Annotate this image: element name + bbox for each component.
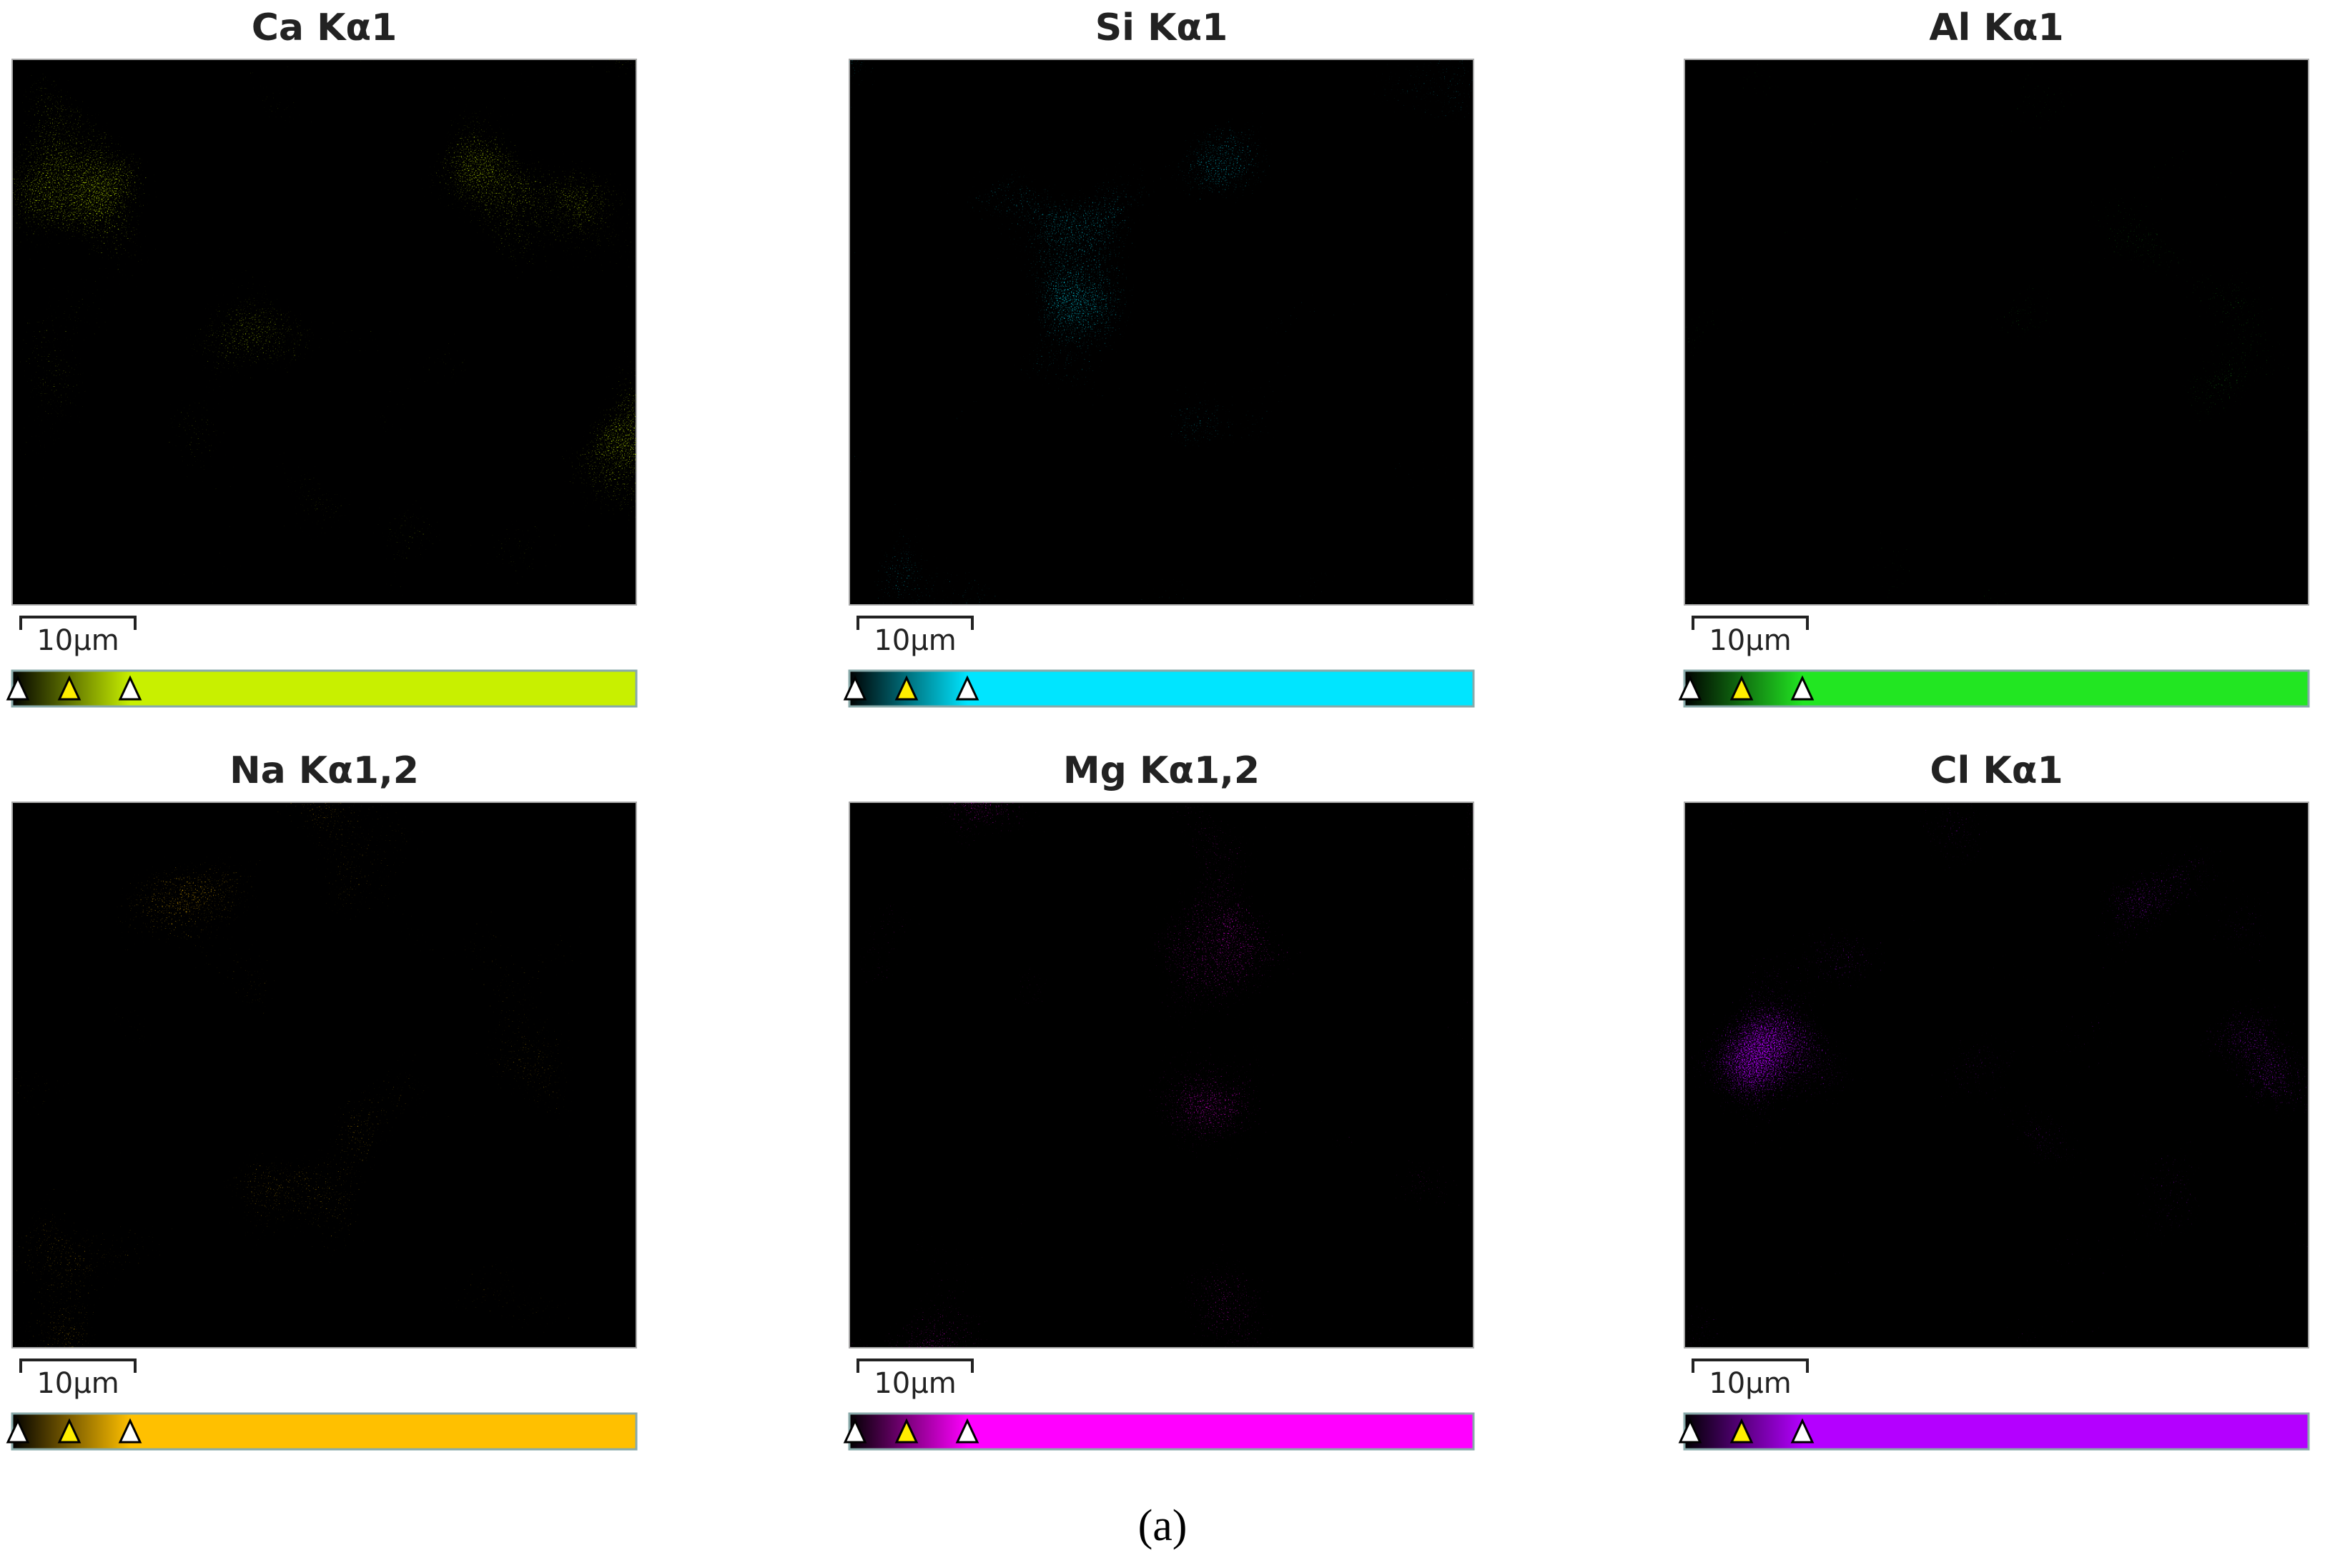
color-bar-marker [1678,675,1702,701]
scale-label: 10μm [874,624,956,657]
element-map-panel: Na Kα1,2 10μm [6,749,638,1451]
scale-bar [857,616,974,630]
color-bar-marker [843,675,867,701]
map-signal [12,802,636,1348]
map-signal [1684,59,2309,605]
element-map-panel: Cl Kα1 10μm [1678,749,2310,1451]
color-bar [11,669,638,708]
color-bar-marker [894,1418,919,1444]
color-bar-marker [118,675,142,701]
color-bar-marker [894,675,919,701]
color-bar-marker [1790,1418,1815,1444]
panel-title: Mg Kα1,2 [1063,749,1260,792]
scale-label: 10μm [874,1367,956,1400]
color-bar [1683,669,2310,708]
color-bar-marker [118,1418,142,1444]
map-signal [849,59,1474,605]
scale-label: 10μm [36,1367,119,1400]
color-bar-marker [1729,1418,1754,1444]
color-bar-marker [843,1418,867,1444]
color-bar-marker [57,675,82,701]
element-map-panel: Si Kα1 10μm [843,6,1475,708]
scale-bar [857,1359,974,1373]
color-bar-marker [57,1418,82,1444]
color-bar [1683,1412,2310,1451]
color-bar-marker [955,1418,979,1444]
scale-bar [19,1359,137,1373]
scale-label: 10μm [36,624,119,657]
color-bar-marker [1790,675,1815,701]
panel-title: Ca Kα1 [252,6,398,49]
color-bar-marker [6,675,30,701]
panel-title: Na Kα1,2 [229,749,419,792]
color-bar-marker [6,1418,30,1444]
color-bar-marker [1678,1418,1702,1444]
element-map-panel: Ca Kα1 10μm [6,6,638,708]
color-bar-marker [955,675,979,701]
scale-label: 10μm [1709,1367,1791,1400]
map-signal [12,59,636,605]
element-map-panel: Al Kα1 10μm [1678,6,2310,708]
color-bar [848,669,1475,708]
color-bar-marker [1729,675,1754,701]
panel-title: Al Kα1 [1929,6,2063,49]
color-bar [848,1412,1475,1451]
color-bar [11,1412,638,1451]
map-signal [1684,802,2309,1348]
scale-bar [1692,1359,1809,1373]
scale-bar [19,616,137,630]
caption: (a) [1138,1502,1188,1550]
scale-bar [1692,616,1809,630]
element-map-panel: Mg Kα1,2 10μm [843,749,1475,1451]
panel-title: Si Kα1 [1095,6,1228,49]
panel-title: Cl Kα1 [1930,749,2063,792]
map-signal [849,802,1474,1348]
scale-label: 10μm [1709,624,1791,657]
